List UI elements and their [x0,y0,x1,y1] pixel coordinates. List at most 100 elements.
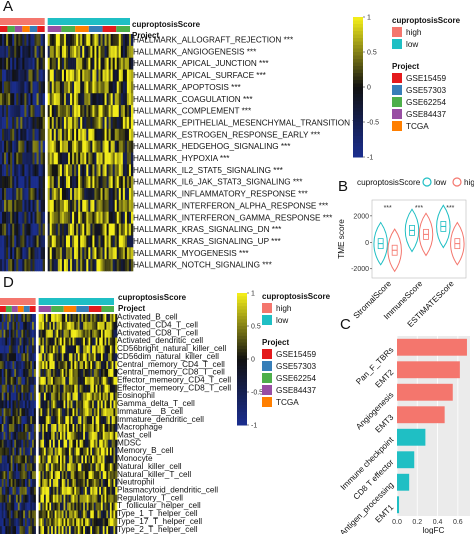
heatmap-cell [8,57,11,70]
heatmap-cell [16,314,19,323]
heatmap-cell [2,105,5,118]
heatmap-cell [118,259,122,272]
heatmap-cell [33,321,36,331]
heatmap-cell [40,211,43,224]
heatmap-cell [51,384,54,393]
heatmap-cell [65,416,68,425]
heatmap-cell [74,471,77,480]
heatmap-cell [24,128,27,141]
heatmap-cell [60,486,63,496]
heatmap-cell [65,34,69,47]
colorbar-step [237,332,247,337]
heatmap-cell [116,45,120,58]
heatmap-cell [56,463,59,472]
heatmap-cell [38,502,41,511]
heatmap-cell [112,211,116,224]
heatmap-cell [86,140,89,153]
heatmap-cell [118,128,122,141]
heatmap-cell [16,353,19,362]
colorbar-step [353,104,363,109]
heatmap-cell [8,329,11,338]
heatmap-cell [76,188,79,201]
heatmap-cell [22,128,25,141]
legend-swatch-project [262,349,272,359]
heatmap-cell [108,116,111,130]
heatmap-cell [19,416,22,425]
heatmap-cell [130,259,134,272]
heatmap-cell [58,447,61,456]
heatmap-cell [28,345,31,354]
heatmap-cell [65,314,68,323]
heatmap-cell [79,400,82,409]
heatmap-d-row-label: Effector_memeory_CD8_T_cell [117,383,231,392]
heatmap-cell [118,199,122,213]
heatmap-cell [34,235,37,248]
heatmap-cell [26,455,29,464]
heatmap-cell [128,223,132,236]
heatmap-cell [88,188,91,201]
heatmap-cell [51,69,55,82]
heatmap-cell [56,455,59,464]
annotation-low-group [38,298,114,305]
heatmap-cell [16,81,19,94]
heatmap-cell [84,152,87,165]
heatmap-cell [76,211,79,224]
heatmap-cell [81,376,84,386]
heatmap-cell [88,259,91,272]
heatmap-cell [17,424,20,433]
heatmap-cell [52,424,55,433]
heatmap-cell [97,329,100,338]
heatmap-cell [88,392,91,401]
heatmap-cell [74,321,77,331]
heatmap-cell [4,164,7,177]
heatmap-cell [28,518,31,527]
heatmap-cell [10,424,13,433]
heatmap-cell [99,384,102,393]
heatmap-cell [40,164,43,177]
heatmap-cell [38,486,41,496]
heatmap-cell [88,424,91,433]
heatmap-cell [74,235,77,248]
heatmap-cell [28,105,31,118]
heatmap-cell [70,455,73,464]
heatmap-cell [76,57,79,70]
heatmap-cell [6,140,9,153]
heatmap-a-row-label: HALLMARK_IL2_STAT5_SIGNALING *** [133,166,284,175]
heatmap-cell [0,329,3,338]
heatmap-cell [97,471,100,480]
heatmap-cell [47,510,50,519]
legend-swatch-project [392,73,402,83]
heatmap-cell [47,116,51,130]
heatmap-cell [19,337,22,346]
heatmap-cell [10,486,13,496]
heatmap-cell [24,337,28,346]
heatmap-cell [14,69,17,82]
heatmap-cell [45,353,48,362]
heatmap-d [0,298,118,534]
heatmap-d-row-label: Natural_killer_T_cell [117,470,191,479]
heatmap-cell [70,69,73,82]
heatmap-cell [60,518,63,527]
heatmap-cell [14,361,17,370]
heatmap-cell [72,455,75,464]
heatmap-cell [104,463,107,472]
heatmap-cell [30,93,33,106]
colorbar-step [353,31,363,35]
heatmap-cell [88,45,91,58]
legend-a-project-title: Project [392,62,419,71]
heatmap-cell [80,199,83,213]
heatmap-cell [110,259,113,272]
heatmap-cell [22,223,25,236]
heatmap-cell [10,408,13,417]
heatmap-cell [43,392,47,401]
annotation-project-segment [88,26,103,32]
heatmap-cell [42,321,45,331]
heatmap-cell [79,416,82,425]
heatmap-cell [55,223,59,236]
heatmap-cell [130,211,134,224]
heatmap-cell [61,400,64,409]
annotation-project-segment [51,306,64,312]
heatmap-cell [100,176,103,189]
heatmap-cell [26,81,29,94]
heatmap-cell [8,337,11,346]
